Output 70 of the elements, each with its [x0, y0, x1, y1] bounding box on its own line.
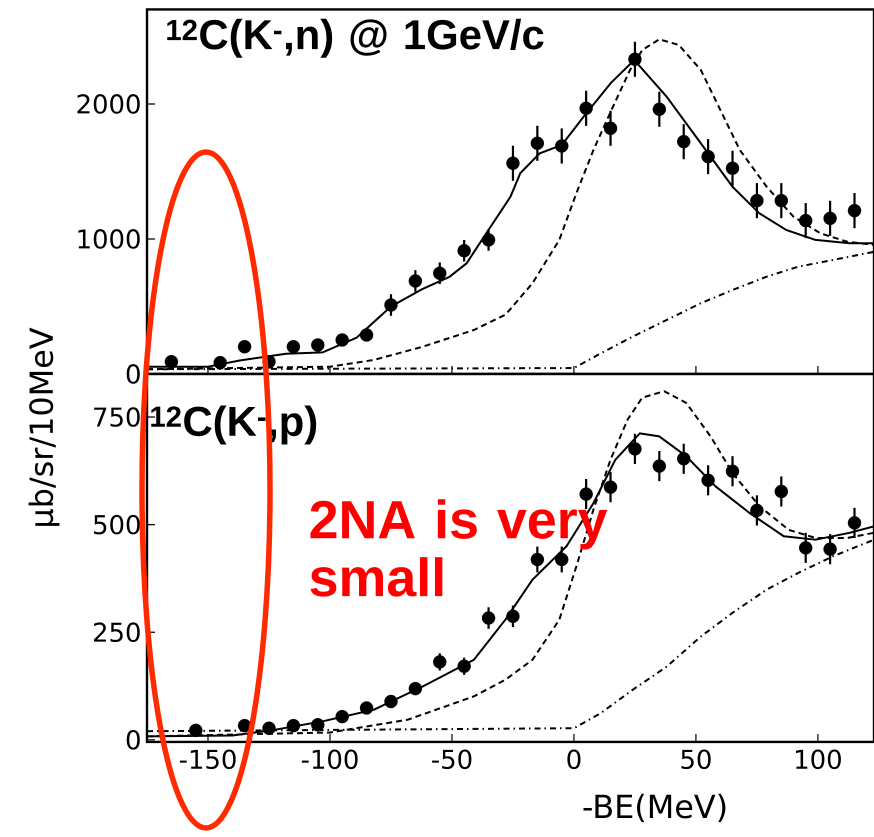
point — [238, 718, 252, 732]
point — [457, 660, 471, 673]
point — [311, 718, 324, 732]
x-tick-label: 100 — [796, 749, 841, 770]
point — [433, 266, 446, 280]
x-tick-label: 50 — [681, 749, 711, 770]
point — [579, 487, 593, 501]
x-tick-label: -50 — [432, 749, 472, 770]
point — [774, 194, 788, 208]
x-tick-label: -100 — [302, 749, 358, 770]
point — [360, 701, 374, 715]
point — [555, 139, 568, 153]
point — [189, 724, 202, 738]
point — [652, 102, 666, 116]
point — [677, 134, 690, 148]
point — [214, 356, 227, 370]
point — [506, 156, 520, 170]
point — [530, 136, 544, 150]
point — [848, 204, 862, 218]
point — [262, 722, 276, 735]
point — [164, 354, 178, 368]
point — [384, 298, 398, 312]
point — [750, 504, 764, 518]
y-tick-label: 0 — [126, 730, 140, 750]
point — [677, 452, 690, 466]
y-tick-label: 750 — [94, 407, 140, 427]
point — [799, 214, 812, 228]
point — [628, 442, 642, 456]
point — [433, 655, 446, 669]
y-tick-label: 2000 — [77, 94, 140, 114]
point — [506, 610, 520, 624]
point — [457, 244, 471, 258]
point — [238, 340, 252, 354]
point — [286, 340, 300, 354]
point — [530, 552, 544, 566]
y-tick-label: 1000 — [78, 229, 140, 249]
point — [799, 541, 812, 555]
point — [848, 516, 862, 530]
point — [604, 122, 618, 135]
point — [726, 464, 740, 478]
point — [701, 474, 715, 487]
point — [628, 52, 642, 66]
x-tick-label: -150 — [180, 749, 236, 770]
point — [774, 484, 788, 498]
point — [750, 194, 764, 208]
point — [335, 333, 349, 347]
point — [823, 542, 837, 556]
point — [555, 552, 568, 566]
x-tick-label: 0 — [567, 749, 580, 770]
y-axis-title: μb/sr/10MeV — [28, 328, 60, 526]
point — [408, 682, 422, 696]
y-tick-label: 250 — [94, 622, 140, 642]
point — [579, 102, 593, 116]
point — [604, 480, 618, 494]
annotation: $^{12}$C(K$^{-}$,n) @ 1GeV/c — [167, 18, 544, 58]
point — [482, 611, 496, 625]
x-axis-title: -BE(MeV) — [583, 794, 726, 822]
point — [384, 694, 398, 708]
point — [408, 274, 422, 288]
point — [726, 162, 740, 175]
point — [701, 150, 715, 164]
point — [823, 212, 837, 226]
y-tick-label: 0 — [126, 364, 140, 384]
point — [360, 328, 374, 342]
point — [335, 710, 349, 724]
annotation: $^{12}$C(K$^{-}$,p) — [151, 405, 316, 444]
point — [652, 459, 666, 473]
point — [286, 718, 300, 732]
point — [482, 233, 496, 247]
point — [311, 338, 324, 352]
